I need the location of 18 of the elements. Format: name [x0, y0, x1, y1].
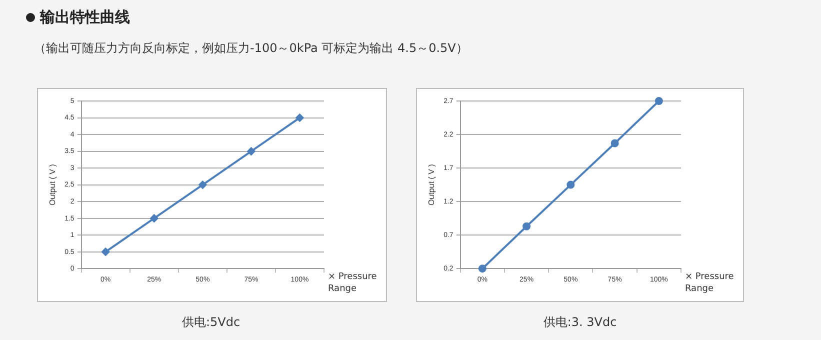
y-axis-title: Output ( V ) [427, 164, 436, 206]
point [478, 264, 486, 273]
x-axis-title: × Pressure Range [685, 272, 734, 294]
x-axis-title: × Pressure Range [328, 272, 378, 294]
chart-title: 输出特性曲线 [40, 8, 130, 27]
point [610, 139, 619, 148]
point [102, 248, 110, 256]
y-axis-title: Output ( V ) [48, 164, 58, 206]
point [247, 147, 256, 156]
point [296, 114, 304, 122]
point [522, 222, 531, 230]
point [150, 214, 158, 222]
point [198, 180, 207, 189]
text: 供电:3. 3Vdc [542, 314, 618, 331]
chart-subtitle: （输出可随压力方向反向标定，例如压力-100～0kPa 可标定为输出 4.5～0.5V） [34, 40, 468, 57]
text: 供电:5Vdc [180, 314, 242, 331]
point [654, 97, 663, 105]
point [566, 180, 575, 189]
